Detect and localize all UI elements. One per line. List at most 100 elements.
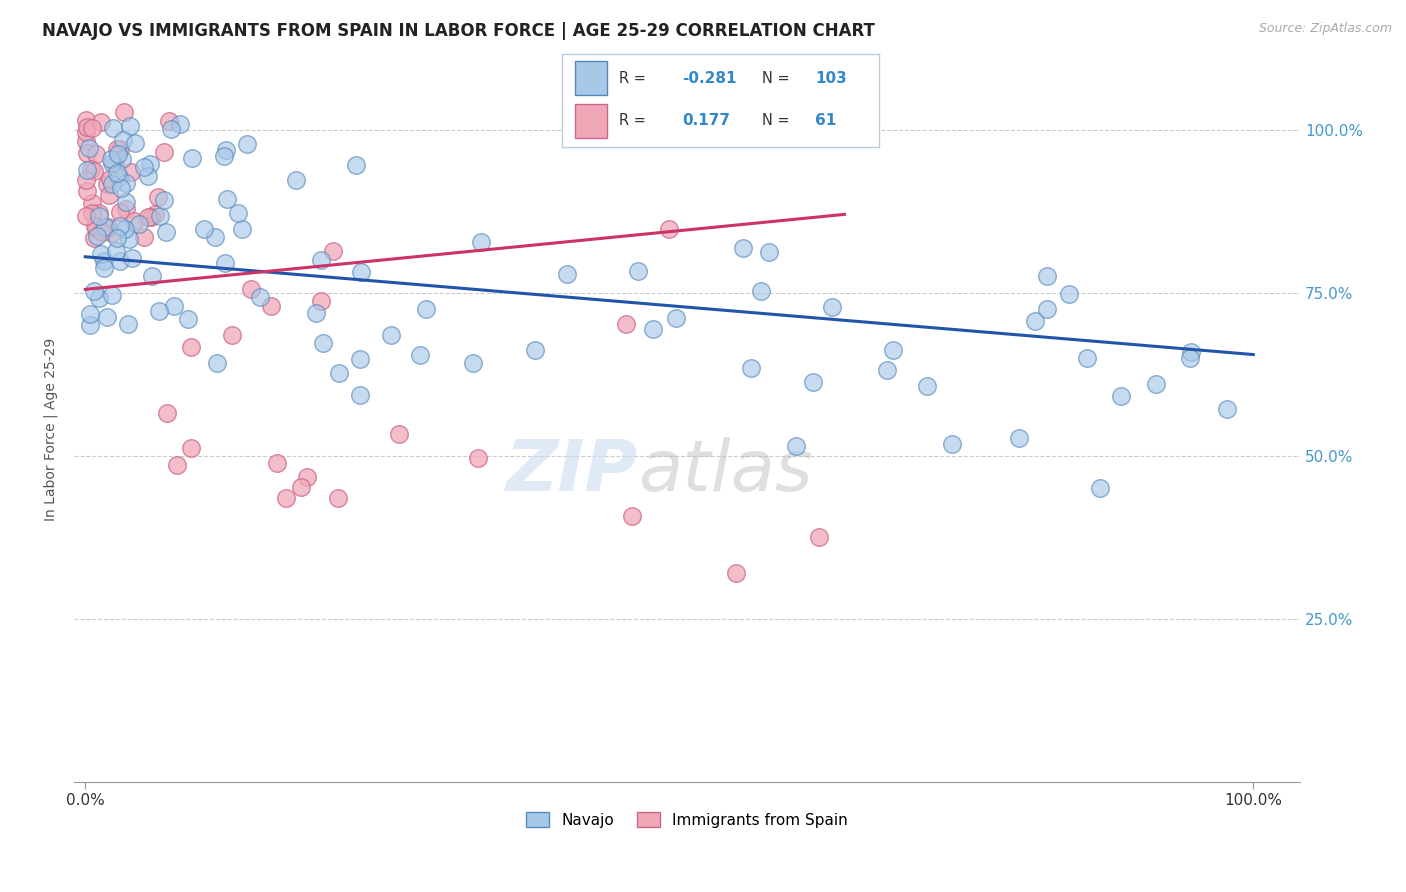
Point: [83, 230, 105, 244]
Text: NAVAJO VS IMMIGRANTS FROM SPAIN IN LABOR FORCE | AGE 25-29 CORRELATION CHART: NAVAJO VS IMMIGRANTS FROM SPAIN IN LABOR…: [42, 22, 875, 40]
Point: [84, 146, 107, 161]
Point: [156, 406, 179, 420]
Point: [349, 387, 371, 401]
Point: [79, 307, 101, 321]
Point: [555, 267, 578, 281]
Text: 103: 103: [815, 71, 848, 87]
Point: [215, 192, 238, 206]
Point: [87, 209, 110, 223]
Point: [231, 221, 253, 235]
Point: [658, 222, 681, 236]
Point: [101, 178, 124, 192]
Point: [96, 310, 118, 324]
Text: R =: R =: [619, 113, 647, 128]
Point: [236, 136, 259, 151]
Point: [132, 160, 155, 174]
Point: [180, 441, 202, 455]
Point: [205, 356, 228, 370]
Point: [121, 251, 143, 265]
Point: [120, 165, 142, 179]
Point: [114, 194, 136, 209]
Point: [110, 143, 132, 157]
Point: [344, 158, 367, 172]
Point: [111, 152, 134, 166]
Point: [76, 146, 98, 161]
Point: [149, 209, 172, 223]
Point: [110, 219, 132, 233]
Point: [155, 225, 177, 239]
Point: [284, 173, 307, 187]
Point: [882, 343, 904, 357]
Point: [90, 225, 112, 239]
Point: [801, 375, 824, 389]
Point: [146, 190, 169, 204]
Point: [75, 173, 97, 187]
Point: [204, 230, 226, 244]
Point: [276, 491, 298, 505]
Point: [309, 293, 332, 308]
Point: [139, 210, 162, 224]
Point: [725, 566, 748, 580]
Point: [112, 133, 135, 147]
Text: ZIP: ZIP: [506, 437, 638, 507]
Y-axis label: In Labor Force | Age 25-29: In Labor Force | Age 25-29: [44, 338, 58, 521]
Point: [83, 163, 105, 178]
Point: [148, 303, 170, 318]
Point: [665, 310, 688, 325]
Point: [84, 221, 107, 235]
Point: [93, 253, 115, 268]
Point: [136, 211, 159, 225]
Point: [740, 360, 762, 375]
Point: [105, 244, 128, 258]
Point: [117, 232, 139, 246]
Text: R =: R =: [619, 71, 647, 87]
Point: [93, 260, 115, 275]
Point: [259, 299, 281, 313]
Point: [180, 340, 202, 354]
Point: [153, 193, 176, 207]
Point: [86, 229, 108, 244]
Point: [214, 143, 236, 157]
Point: [101, 287, 124, 301]
Point: [79, 318, 101, 332]
Point: [75, 134, 97, 148]
Point: [120, 119, 142, 133]
Point: [785, 439, 807, 453]
Point: [1109, 389, 1132, 403]
Point: [84, 219, 107, 234]
Point: [136, 169, 159, 183]
Point: [221, 327, 243, 342]
Point: [143, 207, 166, 221]
Point: [98, 171, 121, 186]
Point: [105, 166, 128, 180]
Point: [309, 252, 332, 267]
Point: [169, 117, 191, 131]
Point: [1057, 287, 1080, 301]
Point: [100, 152, 122, 166]
Point: [80, 195, 103, 210]
Point: [132, 230, 155, 244]
Point: [523, 343, 546, 358]
Text: 61: 61: [815, 113, 837, 128]
Point: [141, 269, 163, 284]
Point: [941, 437, 963, 451]
Point: [104, 157, 127, 171]
Point: [380, 327, 402, 342]
Point: [115, 176, 138, 190]
Point: [249, 290, 271, 304]
Point: [105, 143, 128, 157]
Point: [1076, 351, 1098, 365]
Point: [80, 120, 103, 135]
Point: [463, 356, 485, 370]
Legend: Navajo, Immigrants from Spain: Navajo, Immigrants from Spain: [520, 805, 853, 834]
Point: [917, 379, 939, 393]
Point: [322, 244, 344, 259]
Point: [110, 181, 132, 195]
Point: [228, 206, 250, 220]
Point: [103, 121, 125, 136]
Point: [290, 479, 312, 493]
Point: [176, 312, 198, 326]
Point: [305, 306, 328, 320]
Point: [112, 105, 135, 120]
Point: [76, 163, 98, 178]
